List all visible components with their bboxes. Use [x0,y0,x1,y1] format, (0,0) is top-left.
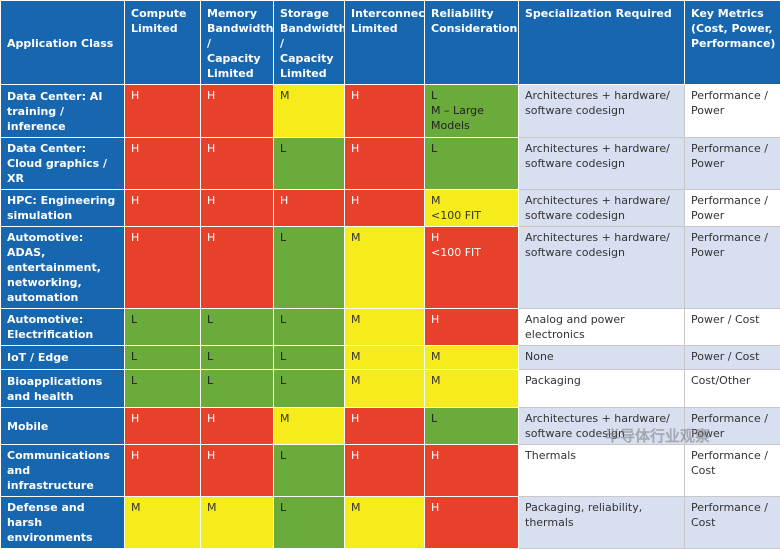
row-label: Bioapplications and health [1,370,125,408]
rating-cell: H [345,138,425,190]
text-cell: Performance / Power [685,190,780,227]
rating-cell: H [425,445,519,497]
rating-cell: H [125,85,201,138]
rating-cell: M [425,346,519,370]
row-label: Data Center: Cloud graphics / XR [1,138,125,190]
row-label: Communications and infrastructure [1,445,125,497]
header-cell: Storage Bandwidth / Capacity Limited [274,1,345,85]
rating-cell: H [201,445,274,497]
rating-cell: H [201,227,274,309]
rating-cell: H [425,309,519,346]
text-cell: Power / Cost [685,346,780,370]
rating-cell: M <100 FIT [425,190,519,227]
rating-cell: H <100 FIT [425,227,519,309]
rating-cell: H [345,408,425,445]
text-cell: Performance / Cost [685,445,780,497]
rating-cell: L [274,138,345,190]
text-cell: Architectures + hardware/ software codes… [519,138,685,190]
text-cell: Packaging [519,370,685,408]
text-cell: None [519,346,685,370]
rating-cell: L [125,346,201,370]
rating-cell: H [201,408,274,445]
text-cell: Performance / Cost [685,497,780,549]
rating-cell: H [274,190,345,227]
page: {"table": { "header": ["Application Clas… [0,0,780,474]
rating-cell: L [201,309,274,346]
rating-cell: L [274,227,345,309]
text-cell: Analog and power electronics [519,309,685,346]
row-label: Data Center: AI training / inference [1,85,125,138]
rating-cell: H [125,445,201,497]
rating-cell: H [345,85,425,138]
rating-cell: L [201,370,274,408]
rating-cell: L [274,346,345,370]
rating-cell: L [274,370,345,408]
rating-cell: H [125,190,201,227]
rating-cell: M [345,370,425,408]
header-cell: Compute Limited [125,1,201,85]
text-cell: Thermals [519,445,685,497]
header-cell: Specialization Required [519,1,685,85]
rating-cell: M [345,497,425,549]
text-cell: Power / Cost [685,309,780,346]
text-cell: Performance / Power [685,138,780,190]
rating-cell: M [345,309,425,346]
rating-cell: H [125,138,201,190]
rating-cell: H [345,190,425,227]
rating-cell: M [274,85,345,138]
text-cell: Cost/Other [685,370,780,408]
text-cell: Architectures + hardware/ software codes… [519,190,685,227]
rating-cell: L [201,346,274,370]
rating-cell: H [201,85,274,138]
rating-cell: M [345,227,425,309]
row-label: Defense and harsh environments [1,497,125,549]
row-label: Automotive: ADAS, entertainment, network… [1,227,125,309]
rating-cell: H [345,445,425,497]
row-label: Mobile [1,408,125,445]
header-cell: Reliability Considerations [425,1,519,85]
text-cell: Architectures + hardware/ software codes… [519,227,685,309]
rating-cell: M [274,408,345,445]
header-cell: Interconnect Limited [345,1,425,85]
rating-cell: L M – Large Models [425,85,519,138]
watermark: 半导体行业观察 [605,425,710,446]
rating-cell: L [274,445,345,497]
rating-cell: L [125,309,201,346]
rating-cell: H [125,227,201,309]
text-cell: Architectures + hardware/ software codes… [519,85,685,138]
header-cell: Application Class [1,1,125,85]
header-cell: Key Metrics (Cost, Power, Performance) [685,1,780,85]
table-row: Automotive: ADAS, entertainment, network… [1,227,780,309]
rating-cell: L [425,408,519,445]
row-label: IoT / Edge [1,346,125,370]
text-cell: Performance / Power [685,85,780,138]
rating-cell: H [125,408,201,445]
rating-cell: H [425,497,519,549]
rating-cell: H [201,190,274,227]
rating-cell: M [425,370,519,408]
rating-cell: M [201,497,274,549]
row-label: Automotive: Electrification [1,309,125,346]
text-cell: Performance / Power [685,227,780,309]
rating-cell: M [125,497,201,549]
row-label: HPC: Engineering simulation [1,190,125,227]
rating-cell: M [345,346,425,370]
rating-cell: L [125,370,201,408]
text-cell: Packaging, reliability, thermals [519,497,685,549]
rating-cell: H [201,138,274,190]
rating-cell: L [274,309,345,346]
rating-cell: L [425,138,519,190]
header-cell: Memory Bandwidth / Capacity Limited [201,1,274,85]
rating-cell: L [274,497,345,549]
